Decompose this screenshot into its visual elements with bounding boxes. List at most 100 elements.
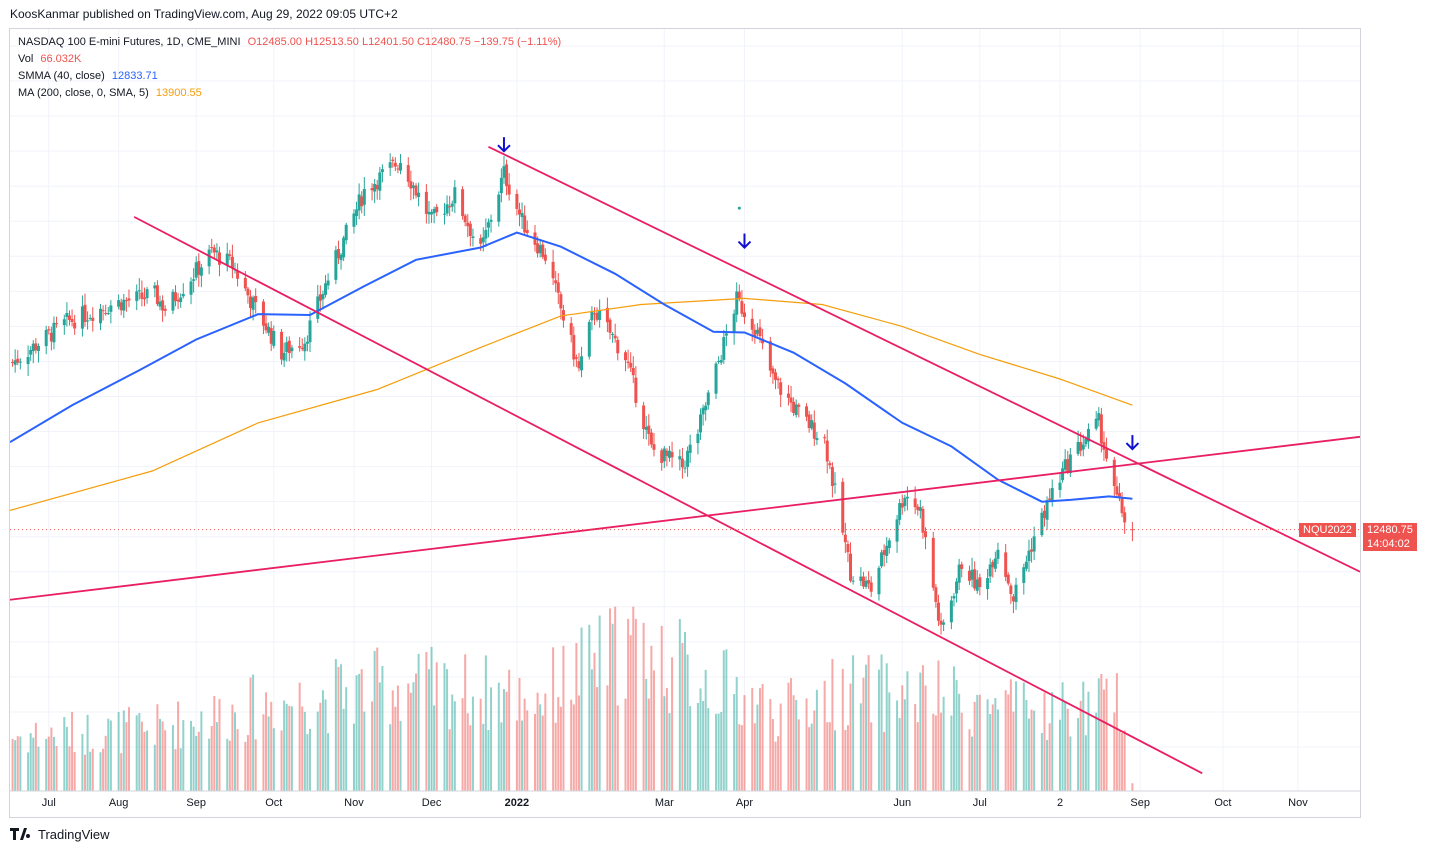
candle (1094, 411, 1098, 431)
candle (611, 332, 615, 343)
candle-body (375, 184, 379, 190)
candle (171, 289, 175, 314)
candle-body (318, 294, 322, 301)
volume-bar (120, 753, 123, 791)
candle (122, 294, 126, 319)
candle (1120, 492, 1124, 518)
volume-bar (779, 703, 782, 791)
volume-bar (195, 736, 198, 791)
last-price-value: 12480.75 (1367, 523, 1413, 536)
volume-bar (934, 715, 937, 791)
candle (316, 284, 320, 323)
candle (647, 414, 651, 446)
candle (846, 540, 850, 563)
volume-bar (681, 642, 684, 791)
candle (631, 356, 635, 384)
candle-body (794, 404, 798, 416)
candle (678, 449, 682, 471)
volume-bar (733, 694, 736, 791)
volume-bar (738, 724, 741, 791)
footer-brand-label[interactable]: TradingView (38, 827, 110, 842)
candle-body (1115, 486, 1119, 495)
chart-frame[interactable]: USD18000.0017600.0017200.0016800.0016400… (9, 28, 1361, 818)
candle (833, 472, 837, 494)
candle (287, 336, 291, 362)
volume-bar (580, 627, 583, 791)
volume-bar (629, 635, 632, 791)
candle (80, 295, 84, 337)
candle-body (667, 450, 671, 458)
down-arrow-head (497, 144, 511, 153)
candle-body (882, 550, 886, 555)
time-tick-label: Sep (1130, 797, 1150, 809)
volume-bar (1079, 700, 1082, 791)
price-chart-svg[interactable]: USD18000.0017600.0017200.0016800.0016400… (10, 29, 1360, 817)
candle (65, 302, 69, 327)
candle (779, 377, 783, 407)
candle-body (973, 569, 977, 589)
candle (267, 322, 271, 336)
candle (342, 235, 346, 262)
candle-body (885, 545, 889, 556)
volume-bar (1077, 718, 1080, 791)
candle-body (31, 343, 35, 352)
candle-body (955, 581, 959, 594)
candle (298, 337, 302, 352)
candle (732, 309, 736, 345)
candle-body (236, 270, 240, 279)
candle-body (67, 315, 71, 320)
candle (986, 569, 990, 600)
candle-body (520, 212, 524, 218)
candle (339, 252, 343, 270)
candle (605, 297, 609, 333)
volume-bar (231, 704, 234, 791)
volume-bar (1040, 732, 1043, 791)
candle (370, 183, 374, 201)
candle-body (843, 534, 847, 543)
candle-body (481, 237, 485, 243)
volume-bar (1064, 702, 1067, 791)
volume-bar (407, 683, 410, 791)
candle (388, 153, 392, 176)
candle-body (898, 503, 902, 520)
candle (805, 403, 809, 422)
candle (163, 305, 167, 317)
candle-body (970, 569, 974, 580)
smma-label[interactable]: SMMA (40, close) (18, 70, 105, 82)
volume-bar (671, 657, 674, 791)
candle-body (305, 341, 309, 344)
candle-body (1009, 585, 1013, 595)
candle (86, 311, 90, 330)
ma-label[interactable]: MA (200, close, 0, SMA, 5) (18, 87, 149, 99)
candle (153, 282, 157, 298)
candle-body (352, 213, 356, 227)
candle-body (1097, 413, 1101, 421)
candle-body (631, 367, 635, 376)
volume-bar (1009, 679, 1012, 791)
candle (823, 434, 827, 444)
volume-bar (342, 708, 345, 791)
candle-body (779, 382, 783, 395)
candle (967, 565, 971, 585)
candle (393, 157, 397, 172)
candle-body (339, 254, 343, 261)
volume-bar (1131, 783, 1134, 791)
candle (357, 183, 361, 220)
volume-bar (464, 654, 467, 791)
candle-body (466, 222, 470, 227)
candle (1112, 456, 1116, 498)
smma-40-line (10, 231, 1133, 503)
candle-body (44, 329, 48, 347)
volume-bar (140, 721, 143, 791)
volume-bar (321, 690, 324, 791)
last-price-tag: 12480.75 14:04:02 (1363, 522, 1417, 551)
volume-bar (960, 712, 963, 791)
candle (939, 612, 943, 635)
candle (667, 445, 671, 462)
symbol-title[interactable]: NASDAQ 100 E-mini Futures, 1D, CME_MINI (18, 36, 241, 48)
candle (16, 350, 20, 366)
time-tick-label: Jun (893, 797, 911, 809)
candle-body (210, 247, 214, 249)
volume-bar (901, 685, 904, 791)
vol-label[interactable]: Vol (18, 53, 34, 65)
